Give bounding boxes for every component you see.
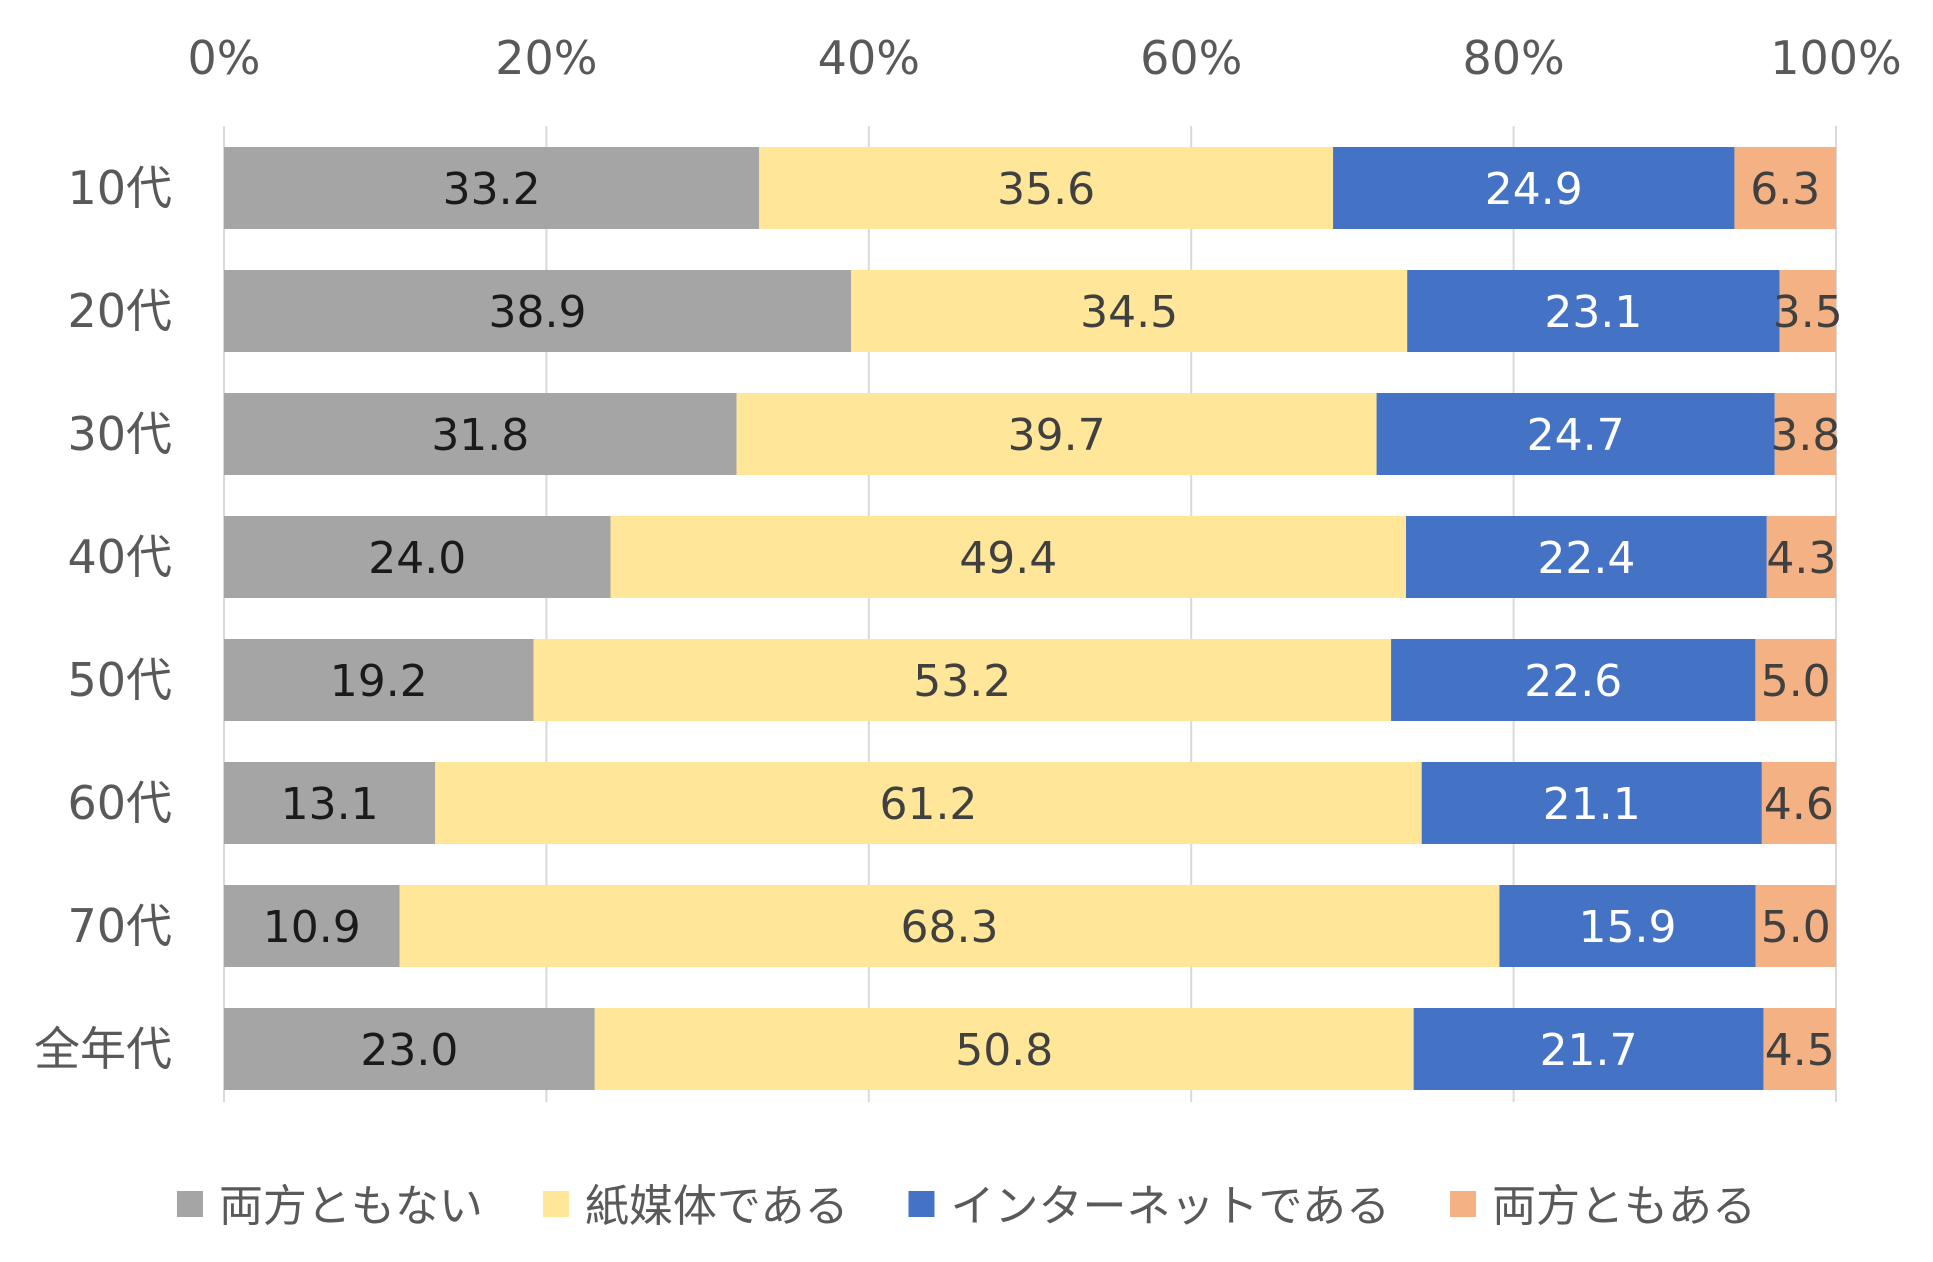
bar-segment — [1763, 1008, 1836, 1090]
category-label: 70代 — [67, 899, 172, 953]
bar-segment — [224, 270, 852, 352]
category-label: 40代 — [67, 530, 172, 584]
bar-segment — [224, 147, 760, 229]
data-label: 35.6 — [997, 164, 1095, 215]
bar-segment — [1499, 885, 1756, 967]
bar-segment — [736, 393, 1377, 475]
x-tick-label: 40% — [818, 31, 920, 85]
bar-segment — [1413, 1008, 1764, 1090]
bar-segment — [610, 516, 1407, 598]
data-label: 21.1 — [1543, 779, 1641, 830]
bar-segment — [224, 516, 611, 598]
data-label: 5.0 — [1761, 656, 1831, 707]
data-label: 15.9 — [1578, 902, 1676, 953]
bar-segment — [851, 270, 1408, 352]
data-label: 61.2 — [879, 779, 977, 830]
bar-segment — [1406, 516, 1767, 598]
data-label: 34.5 — [1080, 287, 1178, 338]
category-label: 全年代 — [34, 1022, 172, 1076]
bar-segment — [1755, 885, 1836, 967]
category-label: 10代 — [67, 161, 172, 215]
data-label: 6.3 — [1750, 164, 1820, 215]
legend-label: 両方ともない — [219, 1181, 483, 1232]
bar-segment — [1391, 639, 1756, 721]
legend-swatch — [176, 1191, 203, 1217]
data-label: 22.4 — [1537, 533, 1635, 584]
legend-label: 両方ともある — [1492, 1181, 1756, 1232]
legend-label: インターネットである — [951, 1181, 1391, 1232]
data-label: 10.9 — [263, 902, 361, 953]
x-axis-ticks: 0% 20% 40% 60% 80% 100% — [188, 31, 1902, 85]
bar-segment — [224, 393, 737, 475]
bar-segment — [399, 885, 1500, 967]
data-label: 33.2 — [443, 164, 541, 215]
category-label: 60代 — [67, 776, 172, 830]
data-label: 22.6 — [1524, 656, 1622, 707]
data-label: 5.0 — [1761, 902, 1831, 953]
bar-segment — [533, 639, 1392, 721]
bar-segment — [224, 762, 436, 844]
bar-segment — [435, 762, 1422, 844]
x-tick-label: 100% — [1770, 31, 1902, 85]
data-label: 39.7 — [1008, 410, 1106, 461]
bar-segment — [1761, 762, 1836, 844]
data-label: 24.0 — [368, 533, 466, 584]
bar-segment — [1766, 516, 1836, 598]
bar-segment — [1755, 639, 1836, 721]
x-tick-label: 80% — [1462, 31, 1564, 85]
data-label: 4.6 — [1764, 779, 1834, 830]
bar-segment — [224, 885, 400, 967]
legend-swatch — [908, 1191, 935, 1217]
bar-segment — [1779, 270, 1836, 352]
bar-segment — [759, 147, 1334, 229]
category-label: 20代 — [67, 284, 172, 338]
bar-segment — [1774, 393, 1836, 475]
data-label: 31.8 — [431, 410, 529, 461]
data-label: 38.9 — [489, 287, 587, 338]
bar-segment — [224, 1008, 595, 1090]
bar-segment — [1407, 270, 1780, 352]
x-tick-label: 60% — [1140, 31, 1242, 85]
x-tick-label: 20% — [495, 31, 597, 85]
data-label: 23.0 — [360, 1025, 458, 1076]
data-label: 21.7 — [1540, 1025, 1638, 1076]
data-label: 24.9 — [1485, 164, 1583, 215]
legend-label: 紙媒体である — [585, 1181, 849, 1232]
bar-segment — [1734, 147, 1836, 229]
data-label: 23.1 — [1544, 287, 1642, 338]
data-label: 24.7 — [1527, 410, 1625, 461]
legend-swatch — [1450, 1191, 1477, 1217]
data-label: 53.2 — [913, 656, 1011, 707]
bars: 33.2 35.6 24.9 6.3 38.9 34.5 23.1 3.5 31.8 39.7 24… — [224, 147, 1843, 1090]
legend: 両方ともない 紙媒体である インターネットである 両方ともある — [176, 1181, 1756, 1232]
data-label: 49.4 — [959, 533, 1057, 584]
data-label: 3.5 — [1773, 287, 1843, 338]
x-tick-label: 0% — [188, 31, 261, 85]
data-label: 4.5 — [1765, 1025, 1835, 1076]
data-label: 19.2 — [330, 656, 428, 707]
data-label: 3.8 — [1770, 410, 1840, 461]
data-label: 50.8 — [955, 1025, 1053, 1076]
bar-segment — [1376, 393, 1775, 475]
bar-segment — [224, 639, 534, 721]
data-label: 4.3 — [1766, 533, 1836, 584]
category-label: 50代 — [67, 653, 172, 707]
legend-swatch — [542, 1191, 569, 1217]
bar-segment — [1333, 147, 1735, 229]
bar-segment — [1421, 762, 1762, 844]
data-label: 13.1 — [281, 779, 379, 830]
data-label: 68.3 — [900, 902, 998, 953]
category-label: 30代 — [67, 407, 172, 461]
bar-segment — [594, 1008, 1414, 1090]
